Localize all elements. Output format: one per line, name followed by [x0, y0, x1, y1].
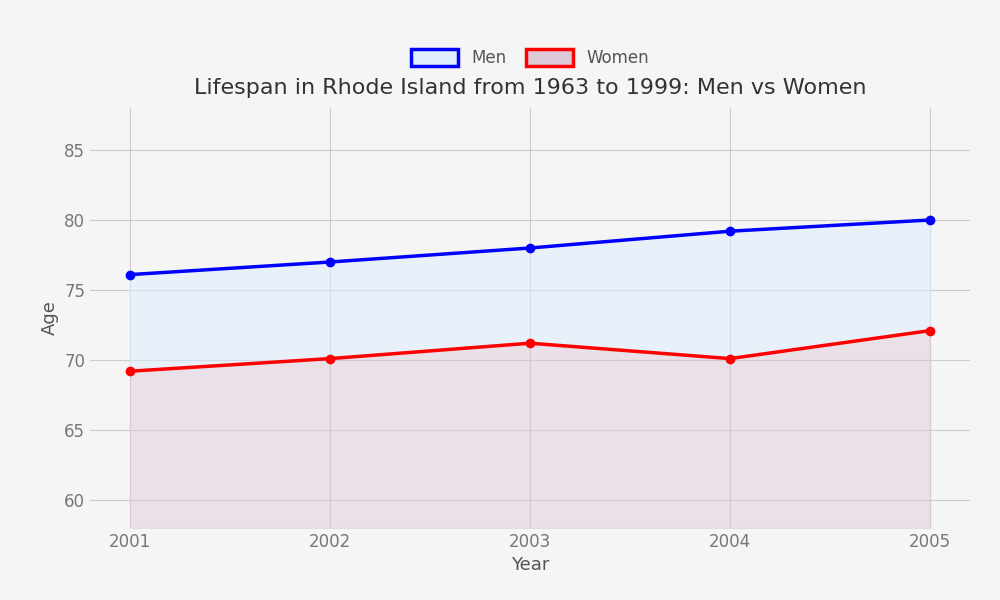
- Legend: Men, Women: Men, Women: [403, 41, 657, 76]
- Title: Lifespan in Rhode Island from 1963 to 1999: Men vs Women: Lifespan in Rhode Island from 1963 to 19…: [194, 78, 866, 98]
- X-axis label: Year: Year: [511, 556, 549, 574]
- Y-axis label: Age: Age: [41, 301, 59, 335]
